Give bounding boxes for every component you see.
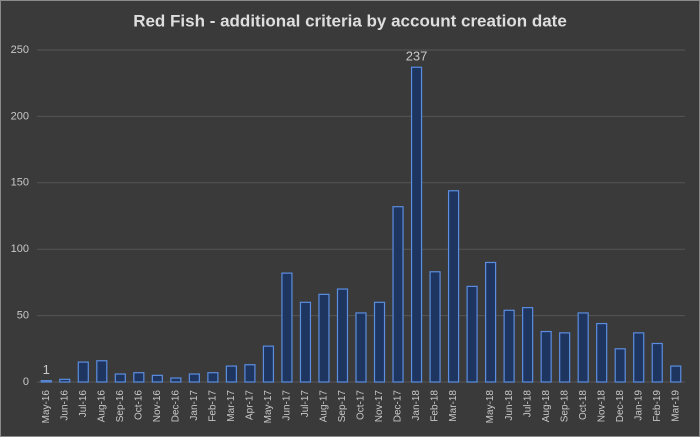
- bar: [503, 309, 515, 383]
- x-tick-label: Aug-18: [541, 390, 552, 423]
- bar: [429, 271, 441, 383]
- x-tick-label: Jan-17: [189, 390, 200, 421]
- x-tick-label: Oct-16: [133, 390, 144, 420]
- x-tick-label: Mar-19: [670, 390, 681, 422]
- x-tick-label: Aug-16: [96, 390, 107, 423]
- x-tick-label: Nov-17: [374, 390, 385, 423]
- y-tick-label: 0: [23, 376, 29, 388]
- x-tick-label: May-16: [41, 390, 52, 424]
- bar: [207, 372, 219, 383]
- bar: [244, 364, 256, 383]
- x-tick-label: Sep-17: [337, 390, 348, 423]
- x-tick-label: Jan-19: [633, 390, 644, 421]
- x-tick-label: Dec-16: [170, 390, 181, 423]
- x-tick-label: Sep-18: [559, 390, 570, 423]
- x-tick-label: May-17: [263, 390, 274, 424]
- bar: [633, 332, 645, 383]
- x-tick-label: Jul-16: [78, 390, 89, 418]
- bar: [262, 345, 275, 383]
- bar: [96, 360, 108, 383]
- x-tick-label: Nov-16: [152, 390, 163, 423]
- x-tick-label: Oct-17: [356, 390, 367, 420]
- x-tick-label: Oct-18: [578, 390, 589, 420]
- bar: [614, 348, 626, 383]
- bar: [355, 312, 367, 383]
- bar: [77, 361, 89, 383]
- x-tick-label: Apr-17: [245, 390, 256, 420]
- x-tick-label: Feb-18: [430, 390, 441, 422]
- x-tick-label: Jul-18: [522, 390, 533, 418]
- x-tick-label: Sep-16: [115, 390, 126, 423]
- bar: [651, 342, 663, 383]
- bar: [596, 322, 608, 383]
- bar: [40, 380, 52, 383]
- bar: [188, 373, 200, 383]
- bar: [410, 66, 423, 383]
- bar: [485, 261, 497, 383]
- bar: [522, 307, 534, 383]
- bar: [447, 190, 460, 383]
- bar: [59, 378, 71, 383]
- x-tick-label: Feb-17: [208, 390, 219, 422]
- bar: [670, 365, 682, 383]
- data-label: 1: [43, 362, 50, 377]
- x-tick-label: May-18: [485, 390, 496, 424]
- x-tick-label: Feb-19: [652, 390, 663, 422]
- bar: [299, 301, 312, 383]
- x-tick-label: Jun-17: [282, 390, 293, 421]
- x-tick-label: Aug-17: [319, 390, 330, 423]
- bar: [114, 373, 126, 383]
- bar: [281, 272, 293, 383]
- x-tick-label: Jun-18: [504, 390, 515, 421]
- bar: [466, 285, 478, 383]
- y-tick-label: 250: [11, 44, 29, 56]
- bar: [133, 372, 145, 383]
- y-tick-label: 150: [11, 177, 29, 189]
- bar: [540, 330, 552, 383]
- bar: [577, 312, 589, 383]
- x-tick-label: Jan-18: [411, 390, 422, 421]
- bar: [151, 374, 163, 383]
- y-tick-label: 200: [11, 110, 29, 122]
- chart-title: Red Fish - additional criteria by accoun…: [133, 11, 567, 30]
- y-tick-label: 100: [11, 243, 29, 255]
- x-tick-label: Mar-17: [226, 390, 237, 422]
- y-tick-label: 50: [17, 310, 29, 322]
- bar: [392, 206, 404, 383]
- bar: [559, 332, 571, 383]
- x-tick-label: Dec-18: [615, 390, 626, 423]
- x-tick-label: Jun-16: [59, 390, 70, 421]
- x-tick-label: Dec-17: [393, 390, 404, 423]
- bar: [318, 293, 330, 383]
- x-tick-label: Nov-18: [596, 390, 607, 423]
- bar: [170, 377, 182, 383]
- x-tick-label: Mar-18: [448, 390, 459, 422]
- data-label: 237: [406, 49, 428, 64]
- bar: [373, 301, 386, 383]
- bar: [225, 365, 237, 383]
- bar: [336, 288, 349, 383]
- x-tick-label: Jul-17: [300, 390, 311, 418]
